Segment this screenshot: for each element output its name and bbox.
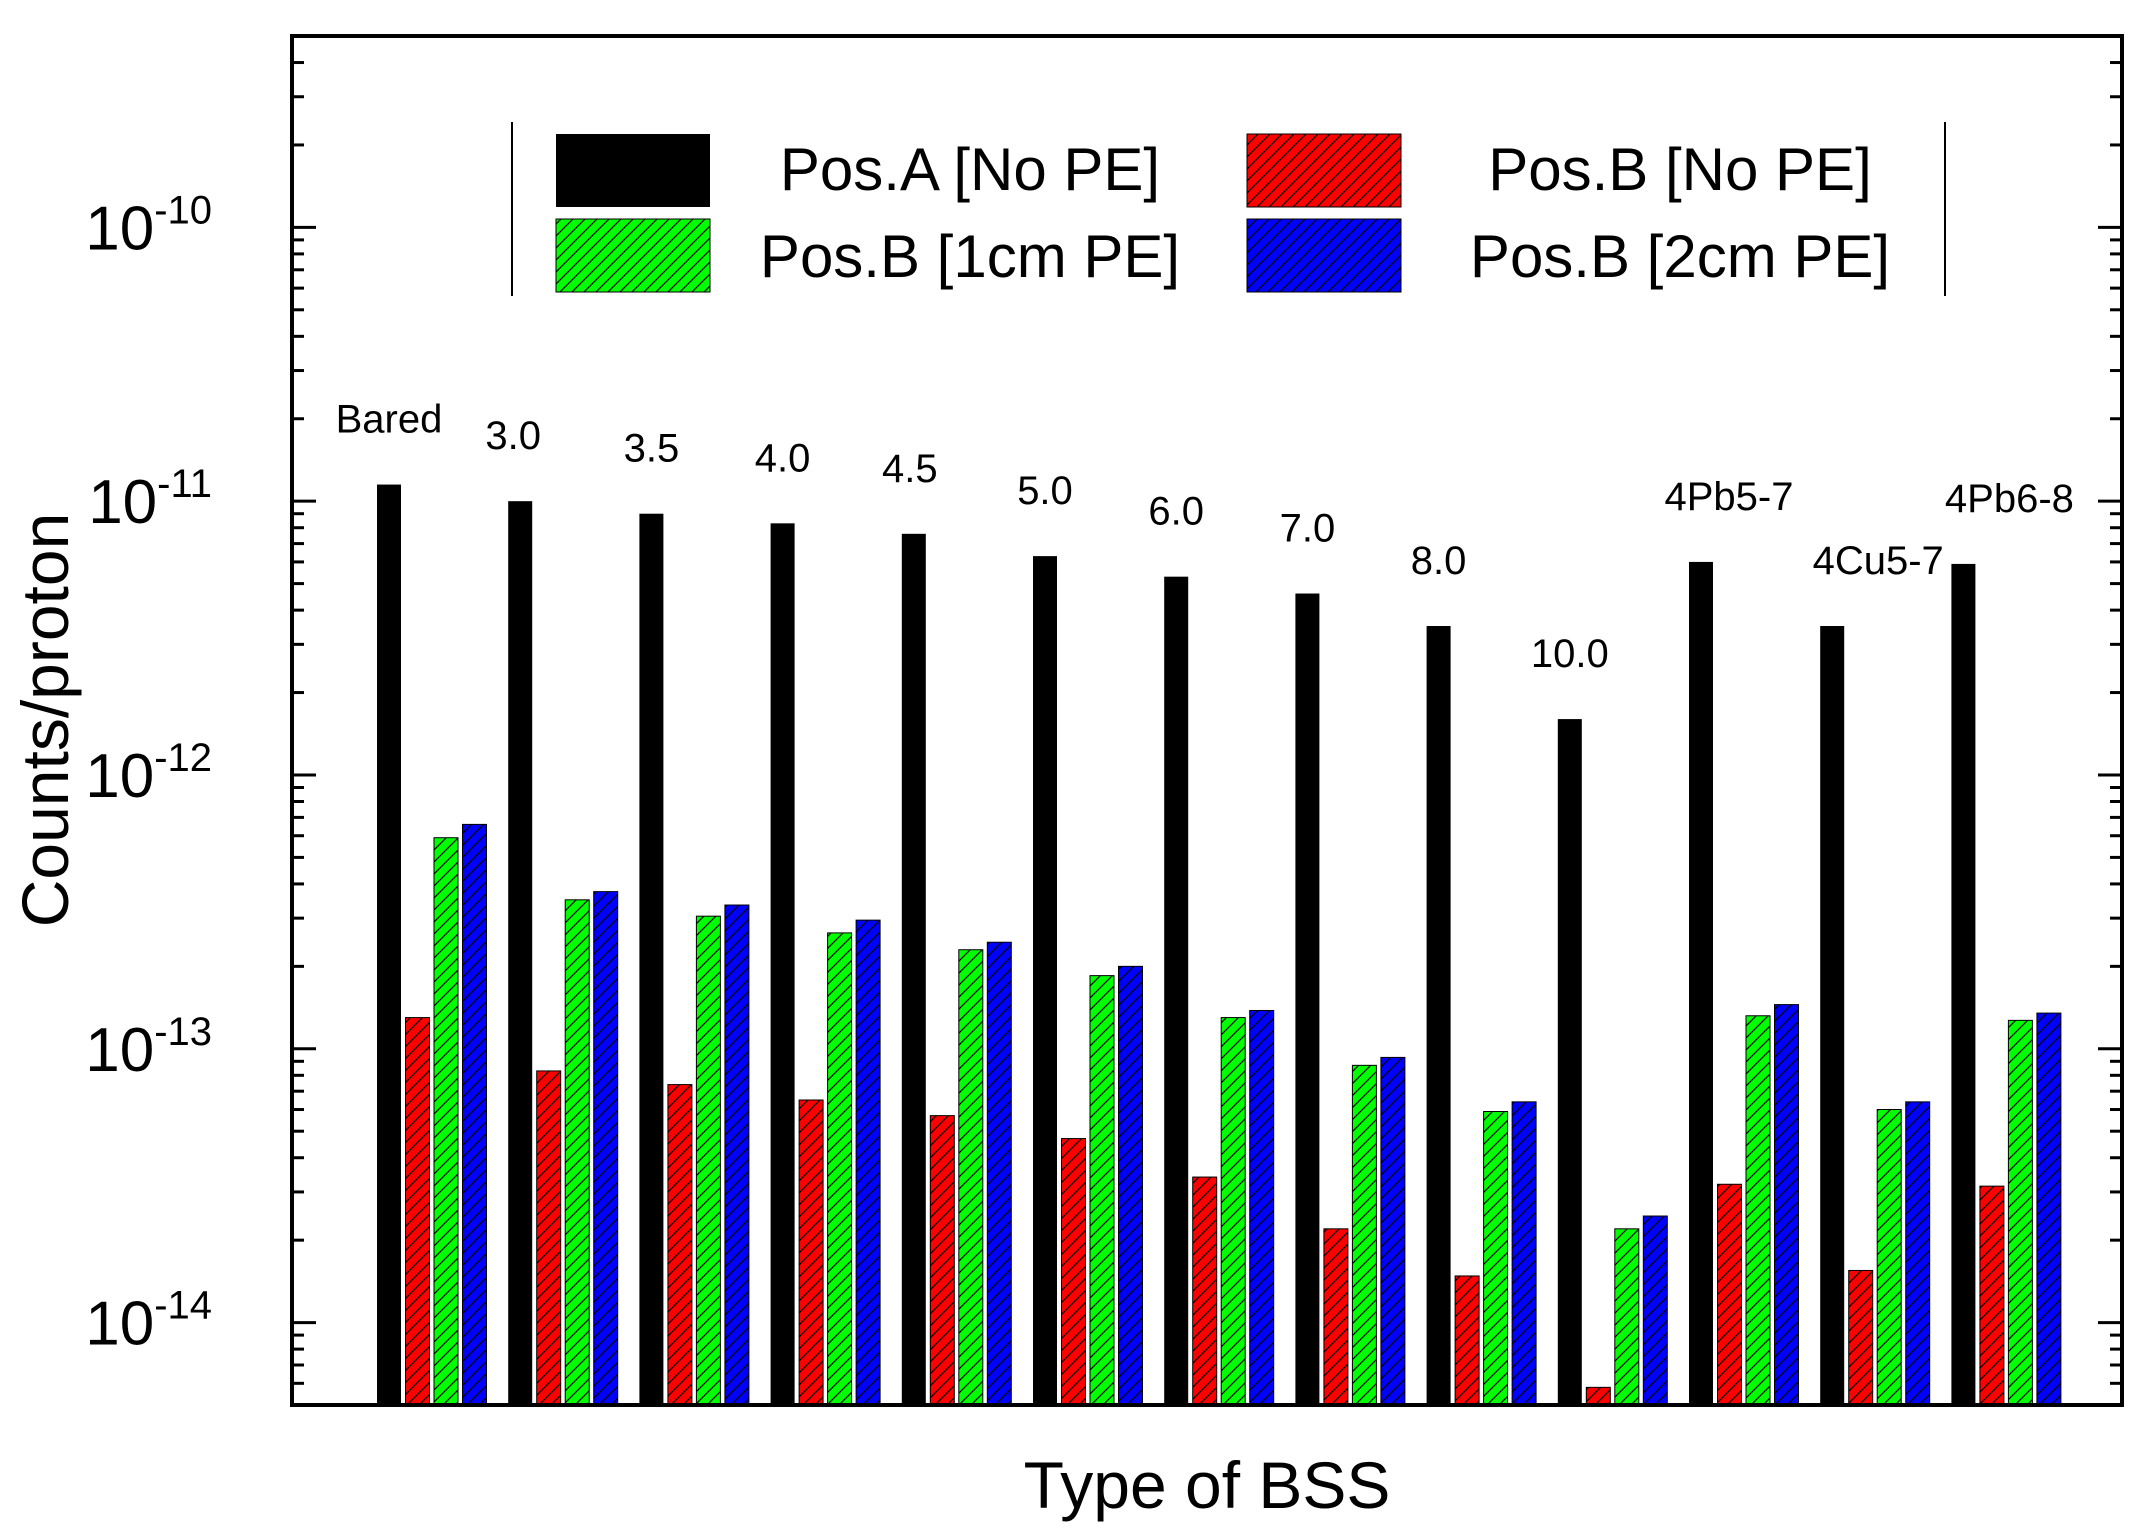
legend-label: Pos.B [No PE] <box>1488 136 1872 203</box>
bar-hatch <box>856 920 881 1405</box>
y-tick-base: 10 <box>85 1016 154 1085</box>
category-label: 3.0 <box>485 414 541 458</box>
bar-hatch <box>1061 1138 1086 1405</box>
legend: Pos.A [No PE] Pos.B [No PE] Pos.B [1cm PE]… <box>511 122 1946 296</box>
bar-pos-a-no-pe--8-0 <box>1426 626 1451 1405</box>
x-axis-label: Type of BSS <box>1024 1448 1391 1522</box>
bar-hatch <box>958 949 983 1405</box>
category-label: 4Pb6-8 <box>1945 477 2074 521</box>
category-label: 4Cu5-7 <box>1813 539 1944 583</box>
bar-hatch <box>1877 1109 1902 1405</box>
y-tick-label: 10-13 <box>85 1010 212 1085</box>
bar-hatch <box>1979 1186 2004 1405</box>
bar-hatch <box>405 1017 430 1405</box>
bar-hatch <box>724 905 749 1405</box>
category-label: 7.0 <box>1280 507 1336 551</box>
bar-hatch <box>987 942 1012 1405</box>
bar-pos-a-no-pe--7-0 <box>1295 593 1320 1405</box>
bar-hatch <box>1380 1057 1405 1405</box>
y-tick-exponent: -14 <box>154 1284 212 1328</box>
bar-hatch <box>1090 975 1114 1405</box>
legend-swatch <box>556 134 710 207</box>
legend-swatch-hatch <box>1247 134 1401 207</box>
bar-hatch <box>1455 1275 1480 1405</box>
bar-hatch <box>930 1115 955 1405</box>
y-tick-label: 10-14 <box>85 1284 212 1359</box>
bar-hatch <box>536 1070 561 1405</box>
bar-hatch <box>462 824 487 1405</box>
legend-label: Pos.B [1cm PE] <box>760 223 1180 290</box>
bar-pos-a-no-pe--10-0 <box>1557 719 1582 1405</box>
y-tick-label: 10-10 <box>85 188 212 263</box>
bar-hatch <box>1586 1387 1611 1405</box>
y-tick-label: 10-11 <box>88 462 212 537</box>
category-labels-layer: Bared 3.0 3.5 4.0 4.5 5.0 6.0 7.0 8.0 10.0 4Pb5-7 4… <box>336 398 2074 677</box>
bar-hatch <box>1905 1101 1930 1405</box>
category-label: 4.5 <box>882 447 938 491</box>
y-tick-base: 10 <box>85 194 154 263</box>
bar-pos-a-no-pe--5-0 <box>1033 556 1057 1405</box>
bar-pos-a-no-pe--bared <box>377 484 401 1405</box>
y-tick-exponent: -12 <box>154 736 212 780</box>
bar-hatch <box>1746 1015 1770 1405</box>
bar-pos-a-no-pe--4cu5-7 <box>1820 626 1845 1405</box>
category-label: 4Pb5-7 <box>1665 475 1794 519</box>
y-tick-exponent: -10 <box>154 188 212 232</box>
bar-hatch <box>1192 1177 1217 1405</box>
y-tick-base: 10 <box>88 468 157 537</box>
bar-pos-a-no-pe--6-0 <box>1164 576 1189 1405</box>
category-label: 5.0 <box>1017 469 1073 513</box>
y-tick-base: 10 <box>85 1290 154 1359</box>
legend-label: Pos.B [2cm PE] <box>1470 223 1890 290</box>
bar-pos-a-no-pe--4-5 <box>901 533 926 1405</box>
bar-hatch <box>593 891 618 1405</box>
y-tick-base: 10 <box>85 742 154 811</box>
bar-hatch <box>1614 1228 1639 1405</box>
bars-layer <box>377 484 2062 1406</box>
bar-hatch <box>1249 1010 1274 1405</box>
bar-hatch <box>1221 1017 1246 1405</box>
category-label: 8.0 <box>1411 539 1467 583</box>
bar-pos-a-no-pe--3-0 <box>508 501 533 1405</box>
bar-hatch <box>1118 966 1143 1405</box>
bar-hatch <box>1483 1111 1508 1405</box>
bar-hatch <box>1352 1065 1377 1405</box>
bar-hatch <box>1512 1101 1537 1405</box>
y-axis-label: Counts/proton <box>8 513 82 928</box>
bar-hatch <box>434 837 458 1405</box>
y-tick-exponent: -11 <box>157 462 212 506</box>
category-label: Bared <box>336 398 443 442</box>
bar-pos-a-no-pe--3-5 <box>639 513 664 1405</box>
bar-hatch <box>1717 1184 1742 1405</box>
plot-frame <box>290 34 2124 1407</box>
category-label: 10.0 <box>1531 632 1609 676</box>
bar-hatch <box>1323 1228 1348 1405</box>
bar-hatch <box>799 1100 824 1405</box>
bar-pos-a-no-pe--4pb5-7 <box>1689 561 1713 1405</box>
bar-hatch <box>827 932 852 1405</box>
bar-hatch <box>1774 1004 1799 1405</box>
bar-pos-a-no-pe--4-0 <box>770 523 795 1405</box>
legend-label: Pos.A [No PE] <box>780 136 1160 203</box>
y-tick-exponent: -13 <box>154 1010 212 1054</box>
category-label: 6.0 <box>1148 490 1204 534</box>
bar-hatch <box>2036 1013 2061 1405</box>
legend-swatch-hatch <box>1247 219 1401 292</box>
legend-swatch-hatch <box>556 219 710 292</box>
bar-hatch <box>1848 1270 1873 1405</box>
bar-hatch <box>1643 1216 1668 1405</box>
bar-hatch <box>2008 1020 2033 1405</box>
category-label: 3.5 <box>624 427 680 471</box>
bar-pos-a-no-pe--4pb6-8 <box>1951 563 1976 1405</box>
y-tick-label: 10-12 <box>85 736 212 811</box>
bar-hatch <box>696 916 721 1405</box>
bar-hatch <box>667 1084 692 1405</box>
bar-hatch <box>565 899 590 1405</box>
category-label: 4.0 <box>755 436 811 480</box>
